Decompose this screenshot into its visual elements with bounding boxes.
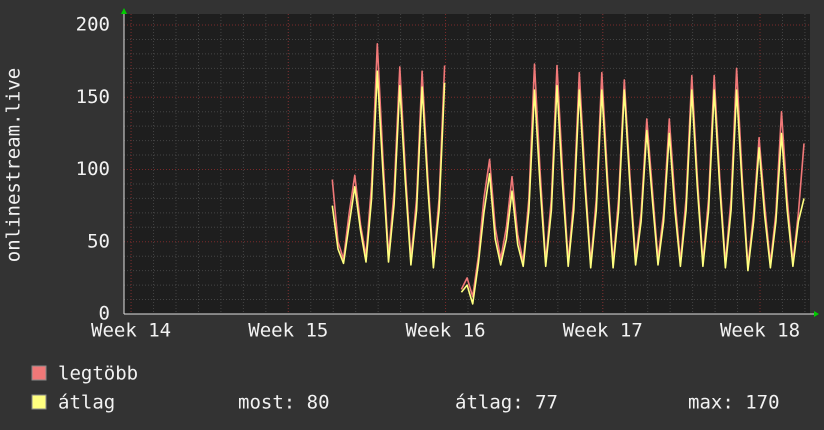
legend-swatch [31,365,47,381]
y-tick-label: 200 [76,14,110,36]
plot-area [124,14,810,314]
y-tick-label: 50 [87,230,110,252]
x-tick-label: Week 18 [720,320,800,342]
axis-arrow [814,311,819,317]
stat-label: most: 80 [238,392,330,414]
legend-label: legtöbb [58,363,138,385]
y-tick-label: 100 [76,158,110,180]
legend-swatch [31,394,47,410]
axis-arrow [121,8,127,14]
y-tick-label: 150 [76,86,110,108]
x-tick-label: Week 16 [405,320,485,342]
y-axis-label: onlinestream.live [3,68,25,262]
stat-label: max: 170 [688,392,780,414]
x-tick-label: Week 15 [248,320,328,342]
series-line [331,70,805,305]
legend-label: átlag [58,392,115,414]
x-tick-label: Week 17 [563,320,643,342]
stat-label: átlag: 77 [455,392,558,414]
x-tick-label: Week 14 [91,320,171,342]
y-tick-label: 0 [99,303,110,325]
